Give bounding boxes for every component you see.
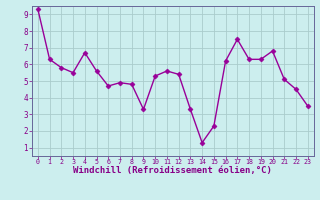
X-axis label: Windchill (Refroidissement éolien,°C): Windchill (Refroidissement éolien,°C) — [73, 166, 272, 175]
